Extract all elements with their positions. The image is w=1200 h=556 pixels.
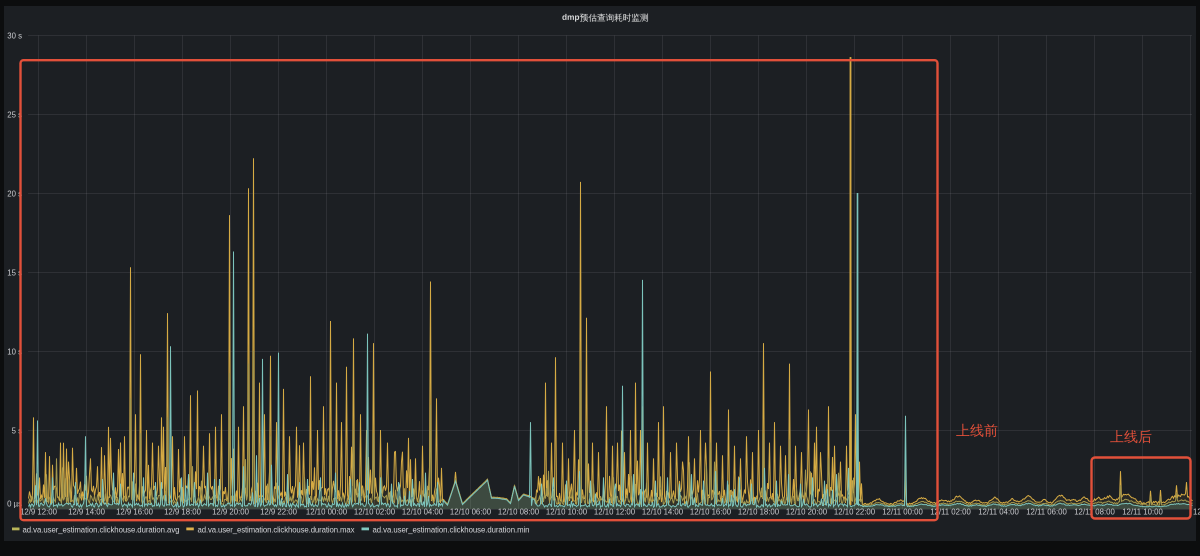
svg-text:0 µs: 0 µs	[7, 500, 22, 509]
svg-text:10 s: 10 s	[7, 347, 22, 356]
svg-text:ad.va.user_estimation.clickhou: ad.va.user_estimation.clickhouse.duratio…	[198, 525, 355, 534]
svg-text:12/11 12:00: 12/11 12:00	[1193, 508, 1200, 517]
svg-text:12/9 16:00: 12/9 16:00	[116, 508, 154, 517]
svg-text:12/9 18:00: 12/9 18:00	[164, 508, 202, 517]
svg-text:12/11 08:00: 12/11 08:00	[1074, 508, 1115, 517]
svg-text:12/9 14:00: 12/9 14:00	[68, 508, 106, 517]
svg-text:12/10 14:00: 12/10 14:00	[642, 508, 684, 517]
svg-text:12/11 04:00: 12/11 04:00	[978, 508, 1019, 517]
svg-text:12/11 06:00: 12/11 06:00	[1026, 508, 1067, 517]
svg-text:12/10 04:00: 12/10 04:00	[402, 508, 444, 517]
svg-text:12/10 18:00: 12/10 18:00	[738, 508, 780, 517]
svg-text:12/9 22:00: 12/9 22:00	[260, 508, 298, 517]
svg-text:25 s: 25 s	[7, 110, 22, 119]
svg-text:12/10 12:00: 12/10 12:00	[594, 508, 636, 517]
svg-text:12/11 10:00: 12/11 10:00	[1122, 508, 1163, 517]
svg-text:12/10 10:00: 12/10 10:00	[546, 508, 588, 517]
svg-text:12/10 02:00: 12/10 02:00	[354, 508, 396, 517]
svg-text:12/10 20:00: 12/10 20:00	[786, 508, 828, 517]
svg-text:12/11 02:00: 12/11 02:00	[930, 508, 971, 517]
svg-text:12/11 00:00: 12/11 00:00	[882, 508, 923, 517]
svg-text:5 s: 5 s	[12, 426, 23, 435]
svg-text:12/10 06:00: 12/10 06:00	[450, 508, 492, 517]
svg-text:12/9 12:00: 12/9 12:00	[20, 508, 58, 517]
svg-text:12/10 16:00: 12/10 16:00	[690, 508, 732, 517]
svg-text:15 s: 15 s	[7, 268, 22, 277]
svg-text:12/10 00:00: 12/10 00:00	[306, 508, 348, 517]
svg-text:12/10 22:00: 12/10 22:00	[834, 508, 876, 517]
svg-text:30 s: 30 s	[7, 31, 22, 40]
svg-text:20 s: 20 s	[7, 189, 22, 198]
svg-text:12/10 08:00: 12/10 08:00	[498, 508, 540, 517]
svg-text:12/9 20:00: 12/9 20:00	[212, 508, 250, 517]
svg-text:ad.va.user_estimation.clickhou: ad.va.user_estimation.clickhouse.duratio…	[23, 525, 180, 534]
svg-text:ad.va.user_estimation.clickhou: ad.va.user_estimation.clickhouse.duratio…	[373, 525, 530, 534]
